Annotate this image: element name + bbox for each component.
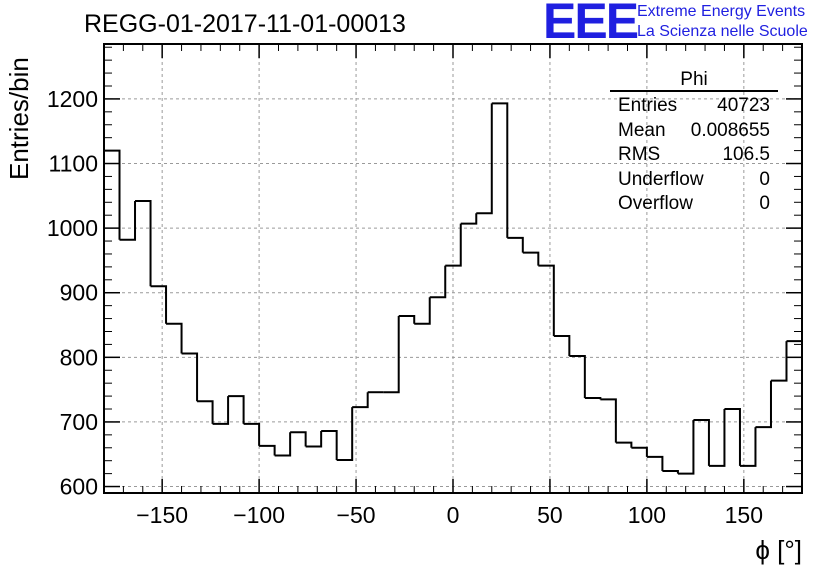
histogram-bin bbox=[677, 419, 695, 475]
histogram-bin bbox=[398, 314, 416, 324]
stats-label: Overflow bbox=[618, 193, 693, 214]
histogram-bin bbox=[553, 335, 571, 357]
y-tick-label: 800 bbox=[60, 344, 98, 370]
logo-line-1: Extreme Energy Events bbox=[637, 3, 806, 20]
histogram-bin bbox=[584, 397, 602, 400]
histogram-bin bbox=[336, 407, 354, 462]
x-tick-label: −50 bbox=[337, 502, 376, 528]
histogram-bin bbox=[491, 102, 509, 238]
histogram-bin bbox=[522, 251, 540, 266]
stats-row-entries: Entries 40723 bbox=[610, 94, 778, 119]
x-tick-label: 0 bbox=[447, 502, 460, 528]
y-tick-label: 600 bbox=[60, 474, 98, 500]
x-tick-label: 50 bbox=[537, 502, 563, 528]
histogram-bin bbox=[569, 355, 586, 399]
stats-row-mean: Mean 0.008655 bbox=[610, 119, 778, 144]
y-tick-label: 900 bbox=[60, 280, 98, 306]
y-tick-label: 1200 bbox=[47, 86, 98, 112]
histogram-bin bbox=[646, 455, 664, 472]
axis-ticks bbox=[104, 44, 802, 493]
histogram-bin bbox=[600, 398, 617, 443]
histogram-bin bbox=[429, 265, 447, 299]
stats-title: Phi bbox=[680, 69, 708, 90]
histogram-bin bbox=[755, 380, 772, 429]
histogram-bin bbox=[739, 427, 757, 467]
stats-value: 0.008655 bbox=[690, 119, 770, 141]
chart-title: REGG-01-2017-11-01-00013 bbox=[84, 10, 406, 38]
stats-value: 0 bbox=[759, 193, 770, 214]
stats-label: Mean bbox=[618, 119, 666, 141]
histogram-bin bbox=[414, 297, 431, 325]
histogram-bin bbox=[212, 396, 230, 425]
stats-label: RMS bbox=[618, 144, 661, 165]
y-axis-label: Entries/bin bbox=[4, 57, 34, 180]
stats-value: 40723 bbox=[717, 95, 770, 116]
histogram-bin bbox=[708, 409, 726, 467]
histogram-bin bbox=[693, 418, 710, 466]
histogram-bin bbox=[166, 322, 183, 354]
grid-lines bbox=[104, 44, 802, 493]
histogram-bin bbox=[615, 441, 633, 448]
histogram-bin bbox=[460, 213, 478, 225]
histogram-bin bbox=[662, 470, 679, 474]
histogram-bin bbox=[274, 432, 292, 457]
histogram-bin bbox=[228, 395, 245, 424]
histogram-bin bbox=[631, 446, 648, 457]
stats-value: 0 bbox=[759, 168, 770, 190]
histogram-bin bbox=[181, 352, 199, 402]
stats-row-overflow: Overflow 0 bbox=[610, 192, 778, 217]
histogram-bin bbox=[119, 200, 137, 241]
histogram-bin bbox=[259, 444, 276, 456]
stats-label: Entries bbox=[618, 95, 678, 116]
x-tick-label: 100 bbox=[628, 502, 666, 528]
y-tick-label: 1000 bbox=[47, 215, 98, 241]
histogram-bin bbox=[445, 223, 462, 267]
stats-divider bbox=[610, 90, 778, 92]
logo-line-2: La Scienza nelle Scuole bbox=[637, 23, 808, 40]
histogram-bin bbox=[476, 103, 493, 215]
x-axis-label: ϕ [°] bbox=[755, 535, 802, 565]
stats-value: 106.5 bbox=[722, 144, 770, 165]
tick-labels: −150 −100 −50 0 50 100 150 600 700 800 900 1000 1100… bbox=[47, 86, 763, 528]
histogram-bin bbox=[770, 341, 788, 382]
logo-caption: Extreme Energy Events La Scienza nelle S… bbox=[637, 2, 808, 42]
histogram-bin bbox=[724, 408, 741, 466]
histogram-bars bbox=[104, 102, 803, 475]
histogram-bin bbox=[135, 199, 152, 287]
x-tick-label: −150 bbox=[136, 502, 188, 528]
histogram-bin bbox=[321, 429, 338, 461]
histogram-bin bbox=[538, 264, 555, 337]
y-tick-label: 1100 bbox=[49, 151, 98, 177]
y-tick-label: 700 bbox=[60, 409, 98, 435]
eee-logo: EEE bbox=[543, 0, 639, 49]
histogram-bin bbox=[352, 392, 369, 409]
stats-row-underflow: Underflow 0 bbox=[610, 168, 778, 193]
histogram-bin bbox=[305, 430, 323, 448]
histogram-bin bbox=[507, 236, 524, 253]
histogram-bin bbox=[290, 431, 307, 447]
histogram-bin bbox=[383, 315, 400, 394]
stats-row-rms: RMS 106.5 bbox=[610, 143, 778, 168]
x-tick-label: −100 bbox=[233, 502, 285, 528]
histogram-bin bbox=[150, 285, 168, 324]
stats-label: Underflow bbox=[618, 168, 704, 190]
histogram-bin bbox=[197, 400, 214, 424]
stats-box: Phi Entries 40723 Mean 0.008655 RMS 106.… bbox=[610, 70, 778, 217]
x-tick-label: 150 bbox=[725, 502, 763, 528]
histogram-bin bbox=[243, 422, 261, 446]
